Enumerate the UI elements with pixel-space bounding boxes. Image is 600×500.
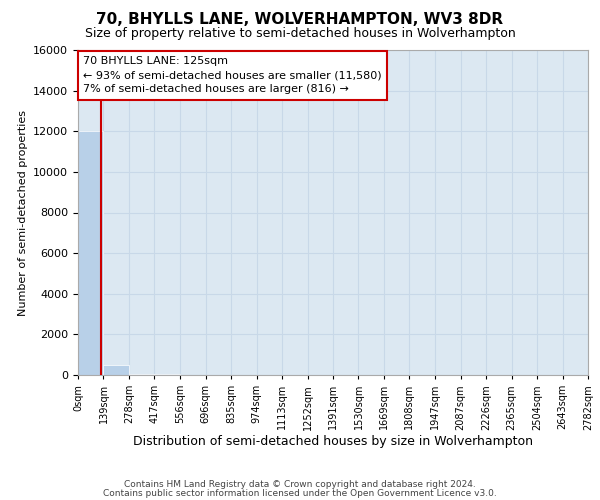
Bar (78, 131, 103, 375)
Bar (129, 374, 154, 375)
Text: Contains public sector information licensed under the Open Government Licence v3: Contains public sector information licen… (103, 488, 497, 498)
Text: Size of property relative to semi-detached houses in Wolverhampton: Size of property relative to semi-detach… (85, 28, 515, 40)
Text: 70, BHYLLS LANE, WOLVERHAMPTON, WV3 8DR: 70, BHYLLS LANE, WOLVERHAMPTON, WV3 8DR (97, 12, 503, 28)
Y-axis label: Number of semi-detached properties: Number of semi-detached properties (17, 110, 28, 316)
Text: Contains HM Land Registry data © Crown copyright and database right 2024.: Contains HM Land Registry data © Crown c… (124, 480, 476, 489)
Text: 70 BHYLLS LANE: 125sqm
← 93% of semi-detached houses are smaller (11,580)
7% of : 70 BHYLLS LANE: 125sqm ← 93% of semi-det… (83, 56, 382, 94)
Bar (154, 374, 180, 375)
Bar (103, 365, 129, 375)
X-axis label: Distribution of semi-detached houses by size in Wolverhampton: Distribution of semi-detached houses by … (133, 435, 533, 448)
